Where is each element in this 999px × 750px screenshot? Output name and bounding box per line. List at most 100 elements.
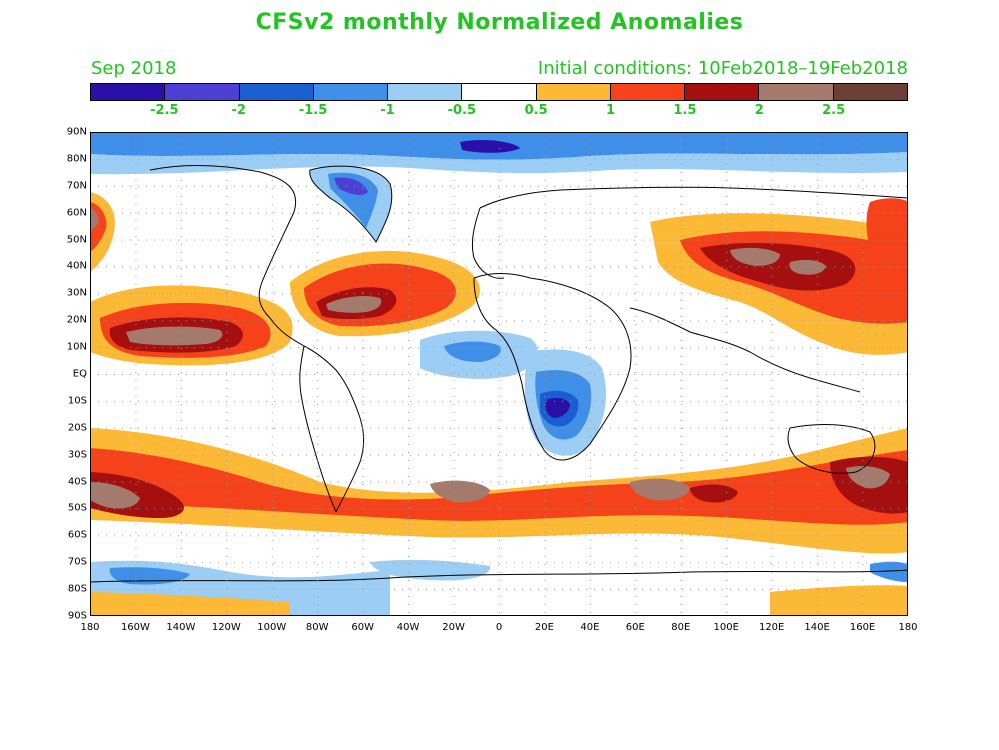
graticule-dot (818, 293, 819, 295)
graticule-dot (754, 320, 755, 322)
graticule-dot (842, 212, 843, 214)
graticule-dot (602, 347, 603, 349)
graticule-dot (771, 324, 773, 325)
graticule-dot (674, 562, 675, 564)
graticule-dot (242, 266, 243, 268)
graticule-dot (135, 332, 137, 333)
graticule-dot (130, 535, 131, 537)
graticule-dot (410, 212, 411, 214)
graticule-dot (271, 540, 273, 541)
graticule-dot (514, 293, 515, 295)
graticule-dot (850, 481, 851, 483)
graticule-dot (170, 266, 171, 268)
graticule-dot (154, 427, 155, 429)
graticule-dot (226, 239, 227, 241)
graticule-dot (610, 185, 611, 187)
graticule-dot (589, 564, 591, 565)
graticule-dot (453, 444, 455, 445)
graticule-dot (135, 196, 137, 197)
graticule-dot (271, 220, 273, 221)
graticule-dot (317, 404, 319, 405)
graticule-dot (194, 454, 195, 456)
graticule-dot (738, 454, 739, 456)
graticule-dot (442, 508, 443, 510)
graticule-dot (162, 185, 163, 187)
graticule-dot (135, 188, 137, 189)
graticule (90, 132, 907, 613)
graticule-dot (506, 185, 507, 187)
graticule-dot (618, 320, 619, 322)
graticule-dot (618, 293, 619, 295)
graticule-dot (362, 236, 364, 237)
graticule-dot (170, 320, 171, 322)
latitude-label: 20S (67, 422, 87, 434)
graticule-dot (817, 300, 819, 301)
graticule-dot (317, 460, 319, 461)
graticule-dot (338, 535, 339, 537)
graticule-dot (898, 535, 899, 537)
graticule-dot (658, 427, 659, 429)
graticule-dot (658, 212, 659, 214)
graticule-dot (410, 454, 411, 456)
graticule-dot (554, 508, 555, 510)
graticule-dot (354, 266, 355, 268)
graticule-dot (186, 374, 187, 375)
graticule-dot (544, 436, 546, 437)
graticule-dot (570, 374, 571, 375)
graticule-dot (453, 276, 455, 277)
graticule-dot (408, 284, 410, 285)
graticule-dot (322, 320, 323, 322)
graticule-dot (498, 374, 499, 375)
graticule-dot (635, 212, 637, 213)
graticule-dot (194, 589, 195, 591)
graticule-dot (514, 562, 515, 564)
graticule-dot (589, 388, 591, 389)
graticule-dot (890, 185, 891, 187)
graticule-dot (322, 508, 323, 510)
graticule-dot (770, 562, 771, 564)
graticule-dot (726, 220, 728, 221)
graticule-dot (680, 252, 682, 253)
graticule-dot (306, 562, 307, 564)
graticule-dot (618, 347, 619, 349)
graticule-dot (354, 400, 355, 402)
graticule-dot (862, 356, 864, 357)
graticule-dot (180, 604, 182, 605)
graticule-dot (154, 589, 155, 591)
graticule-dot (226, 185, 227, 187)
graticule-dot (730, 508, 731, 510)
graticule-dot (706, 535, 707, 537)
graticule-dot (362, 148, 364, 149)
graticule-dot (738, 535, 739, 537)
graticule-dot (250, 239, 251, 241)
longitude-label: 120E (758, 622, 785, 633)
graticule-dot (726, 324, 728, 325)
graticule-dot (226, 524, 228, 525)
graticule-dot (410, 158, 411, 160)
graticule-dot (266, 562, 267, 564)
graticule-dot (578, 427, 579, 429)
graticule-dot (362, 612, 364, 613)
graticule-dot (866, 374, 867, 375)
graticule-dot (771, 548, 773, 549)
graticule-dot (498, 239, 499, 241)
graticule-dot (426, 212, 427, 214)
graticule-dot (362, 454, 363, 456)
graticule-dot (458, 589, 459, 591)
graticule-dot (408, 508, 410, 509)
graticule-dot (317, 596, 319, 597)
graticule-dot (114, 562, 115, 564)
graticule-dot (282, 239, 283, 241)
graticule-dot (842, 508, 843, 510)
graticule-dot (180, 412, 182, 413)
graticule-dot (146, 562, 147, 564)
graticule-dot (862, 332, 864, 333)
graticule-dot (180, 436, 182, 437)
graticule-dot (186, 212, 187, 214)
graticule-dot (818, 158, 819, 160)
graticule-dot (794, 347, 795, 349)
graticule-dot (818, 481, 819, 483)
graticule-dot (589, 228, 591, 229)
graticule-dot (698, 508, 699, 510)
graticule-dot (554, 562, 555, 564)
